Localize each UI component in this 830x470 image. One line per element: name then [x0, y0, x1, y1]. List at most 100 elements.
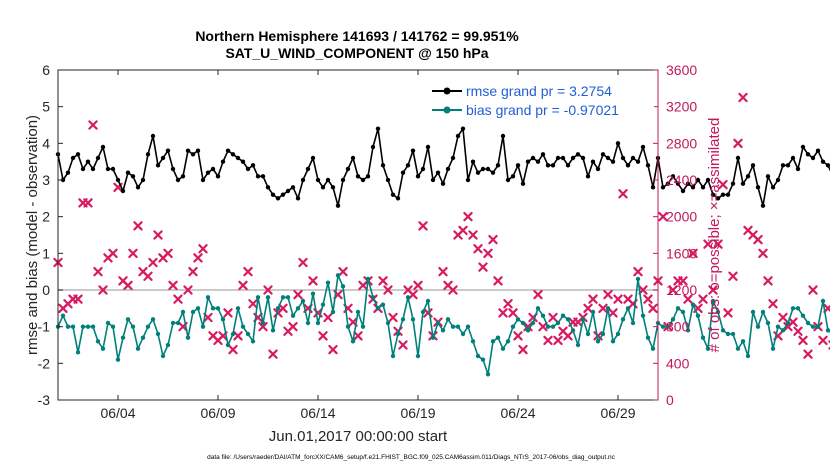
rmse-point [415, 174, 421, 179]
rmse-point [150, 133, 156, 139]
bias-point [60, 313, 66, 318]
obs-assimilated-marker [268, 349, 278, 359]
bias-point [775, 324, 781, 329]
bias-point [100, 346, 106, 351]
bias-point [150, 317, 156, 322]
rmse-point [265, 185, 271, 190]
obs-assimilated-marker [418, 221, 428, 231]
y-axis-label-right: # of obs: o=possible; ×=assimilated [706, 118, 723, 353]
rmse-point [410, 148, 416, 153]
rmse-point [250, 163, 256, 168]
obs-assimilated-marker [238, 280, 248, 291]
rmse-point [470, 159, 476, 164]
rmse-point [585, 174, 591, 179]
obs-assimilated-marker [353, 331, 363, 341]
bias-point [190, 309, 196, 315]
rmse-point [455, 133, 461, 139]
rmse-point [270, 192, 276, 197]
rmse-point [280, 192, 286, 197]
rmse-point [385, 177, 391, 183]
y-right-tick-label: 2800 [666, 135, 697, 151]
bias-point [600, 331, 606, 337]
bias-point [735, 346, 741, 351]
bias-point [435, 320, 441, 326]
obs-assimilated-marker [483, 248, 493, 259]
bias-point [450, 324, 456, 329]
bias-point [760, 309, 766, 315]
bias-point [75, 350, 81, 355]
legend-rmse-label: rmse grand pr = 3.2754 [466, 83, 612, 99]
rmse-point [215, 174, 221, 179]
obs-assimilated-marker [778, 312, 788, 323]
rmse-point [650, 185, 656, 190]
obs-assimilated-marker [263, 285, 273, 295]
obs-assimilated-marker [518, 344, 528, 355]
obs-assimilated-marker [388, 312, 398, 323]
y-right-tick-label: 0 [666, 392, 674, 408]
y-left-tick-label: 5 [42, 99, 50, 115]
bias-point [215, 306, 221, 311]
rmse-point [740, 181, 746, 186]
obs-assimilated-marker [398, 340, 408, 350]
rmse-point [220, 159, 226, 164]
bias-point [235, 306, 241, 311]
rmse-point [130, 174, 136, 179]
rmse-point [205, 170, 211, 175]
obs-assimilated-marker [458, 225, 468, 236]
bias-point [490, 339, 496, 344]
obs-assimilated-marker [183, 285, 193, 295]
bias-point [500, 346, 506, 351]
rmse-point [795, 166, 801, 172]
obs-assimilated-marker [168, 280, 178, 291]
obs-assimilated-marker [648, 303, 658, 314]
rmse-point [620, 155, 626, 161]
x-tick-label: 06/24 [500, 405, 535, 421]
rmse-point [140, 177, 146, 183]
rmse-point [165, 148, 171, 153]
obs-assimilated-marker [608, 308, 618, 318]
rmse-point [485, 166, 491, 172]
bias-point [170, 320, 176, 326]
rmse-point [630, 155, 636, 161]
y-right-tick-label: 2000 [666, 209, 697, 225]
rmse-point [90, 166, 96, 172]
bias-point [680, 309, 686, 315]
rmse-point [115, 177, 121, 183]
rmse-point [345, 166, 351, 172]
bias-point [715, 309, 721, 315]
rmse-point [200, 177, 206, 183]
bias-point [790, 306, 796, 311]
bias-point [155, 331, 161, 337]
x-tick-label: 06/09 [200, 405, 235, 421]
rmse-point [550, 163, 556, 168]
obs-assimilated-marker [468, 230, 478, 240]
rmse-point [515, 163, 521, 168]
obs-assimilated-marker [808, 285, 818, 295]
rmse-point [290, 185, 296, 190]
bias-point [675, 306, 681, 311]
y-left-tick-label: 0 [42, 282, 50, 298]
rmse-point [660, 185, 666, 190]
x-tick-label: 06/04 [100, 405, 135, 421]
footer-data-file: data file: /Users/raeder/DAI/ATM_forcXX/… [207, 454, 616, 461]
obs-assimilated-marker [563, 331, 573, 341]
rmse-point [730, 181, 736, 186]
rmse-point [105, 166, 111, 172]
obs-assimilated-marker [788, 317, 798, 327]
rmse-point [315, 177, 321, 183]
bias-point [770, 346, 776, 351]
rmse-point [450, 155, 456, 161]
obs-assimilated-marker [543, 335, 553, 346]
obs-assimilated-marker [768, 299, 778, 309]
rmse-point [695, 177, 701, 183]
rmse-point [565, 163, 571, 168]
bias-point [445, 317, 451, 322]
rmse-point [360, 177, 366, 183]
obs-assimilated-marker [758, 248, 768, 259]
bias-point [135, 346, 141, 351]
obs-assimilated-marker [668, 285, 678, 295]
obs-assimilated-marker [228, 344, 238, 355]
bias-point [335, 273, 341, 278]
bias-point [475, 353, 481, 359]
